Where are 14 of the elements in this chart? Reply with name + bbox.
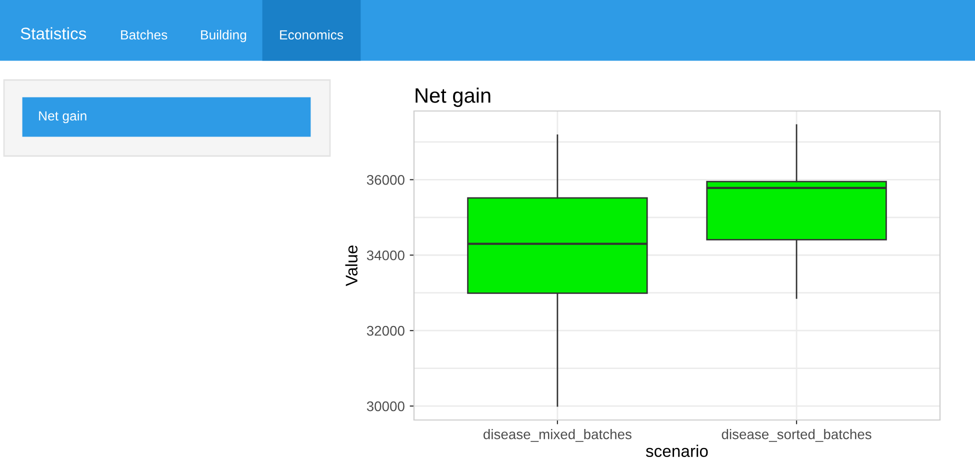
text: Net gain [39,110,86,124]
x-axis-title: scenario [646,444,708,457]
text: Statistics [20,27,86,40]
y-tick-label: 30000 [366,401,404,412]
y-tick-label: 36000 [366,175,404,185]
y-tick-label: 34000 [366,250,404,260]
y-axis-title: Value [345,246,358,286]
x-tick-label: disease_mixed_batches [484,429,632,442]
y-tick-label: 32000 [366,326,404,336]
text: Batches [121,30,168,40]
text: Building [201,30,246,42]
text: Economics [280,30,344,40]
x-tick-label: disease_sorted_batches [722,429,872,442]
chart-title: Net gain [416,88,490,107]
